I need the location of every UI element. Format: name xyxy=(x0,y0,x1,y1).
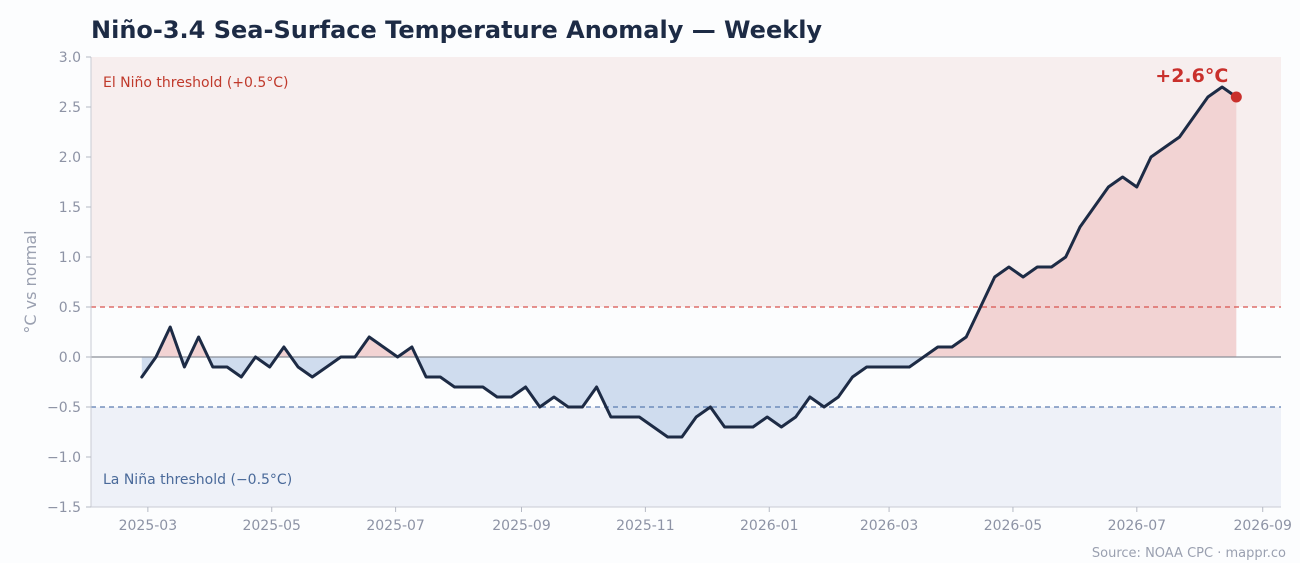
warm-anomaly-fill xyxy=(155,87,1237,357)
threshold-bands xyxy=(91,57,1281,507)
x-tick-label: 2026-09 xyxy=(1233,518,1292,534)
latest-point-marker xyxy=(1230,91,1242,103)
y-tick-label: −1.5 xyxy=(47,500,81,516)
y-axis-label: °C vs normal xyxy=(21,230,40,333)
x-tick-label: 2025-03 xyxy=(119,518,178,534)
y-tick-label: 0.0 xyxy=(59,350,81,366)
source-note: Source: NOAA CPC · mappr.co xyxy=(1092,546,1286,561)
y-tick-label: −0.5 xyxy=(47,400,81,416)
y-tick-label: 1.0 xyxy=(59,250,81,266)
la-nina-threshold-label: La Niña threshold (−0.5°C) xyxy=(103,472,292,488)
x-tick-label: 2025-11 xyxy=(616,518,675,534)
axes: −1.5 −1.0 −0.5 0.0 0.5 1.0 1.5 2.0 2.5 3.0 2025-03… xyxy=(47,50,1292,534)
y-tick-label: 0.5 xyxy=(59,300,81,316)
y-tick-label: 3.0 xyxy=(59,50,81,66)
chart-labels: +2.6°C El Niño threshold (+0.5°C) La Niña … xyxy=(103,65,1228,488)
x-tick-label: 2026-05 xyxy=(984,518,1043,534)
x-tick-label: 2025-07 xyxy=(366,518,425,534)
el-nino-threshold-label: El Niño threshold (+0.5°C) xyxy=(103,75,289,91)
latest-value-annotation: +2.6°C xyxy=(1155,65,1228,87)
y-tick-label: 2.5 xyxy=(59,100,81,116)
x-tick-label: 2025-09 xyxy=(492,518,551,534)
series-line xyxy=(140,85,1242,439)
x-tick-label: 2026-07 xyxy=(1108,518,1167,534)
x-tick-label: 2026-03 xyxy=(860,518,919,534)
anomaly-line xyxy=(140,85,1238,439)
y-tick-label: −1.0 xyxy=(47,450,81,466)
x-tick-label: 2026-01 xyxy=(740,518,799,534)
x-tick-label: 2025-05 xyxy=(242,518,301,534)
chart-title: Niño-3.4 Sea-Surface Temperature Anomaly… xyxy=(91,16,822,44)
y-tick-label: 1.5 xyxy=(59,200,81,216)
y-tick-label: 2.0 xyxy=(59,150,81,166)
